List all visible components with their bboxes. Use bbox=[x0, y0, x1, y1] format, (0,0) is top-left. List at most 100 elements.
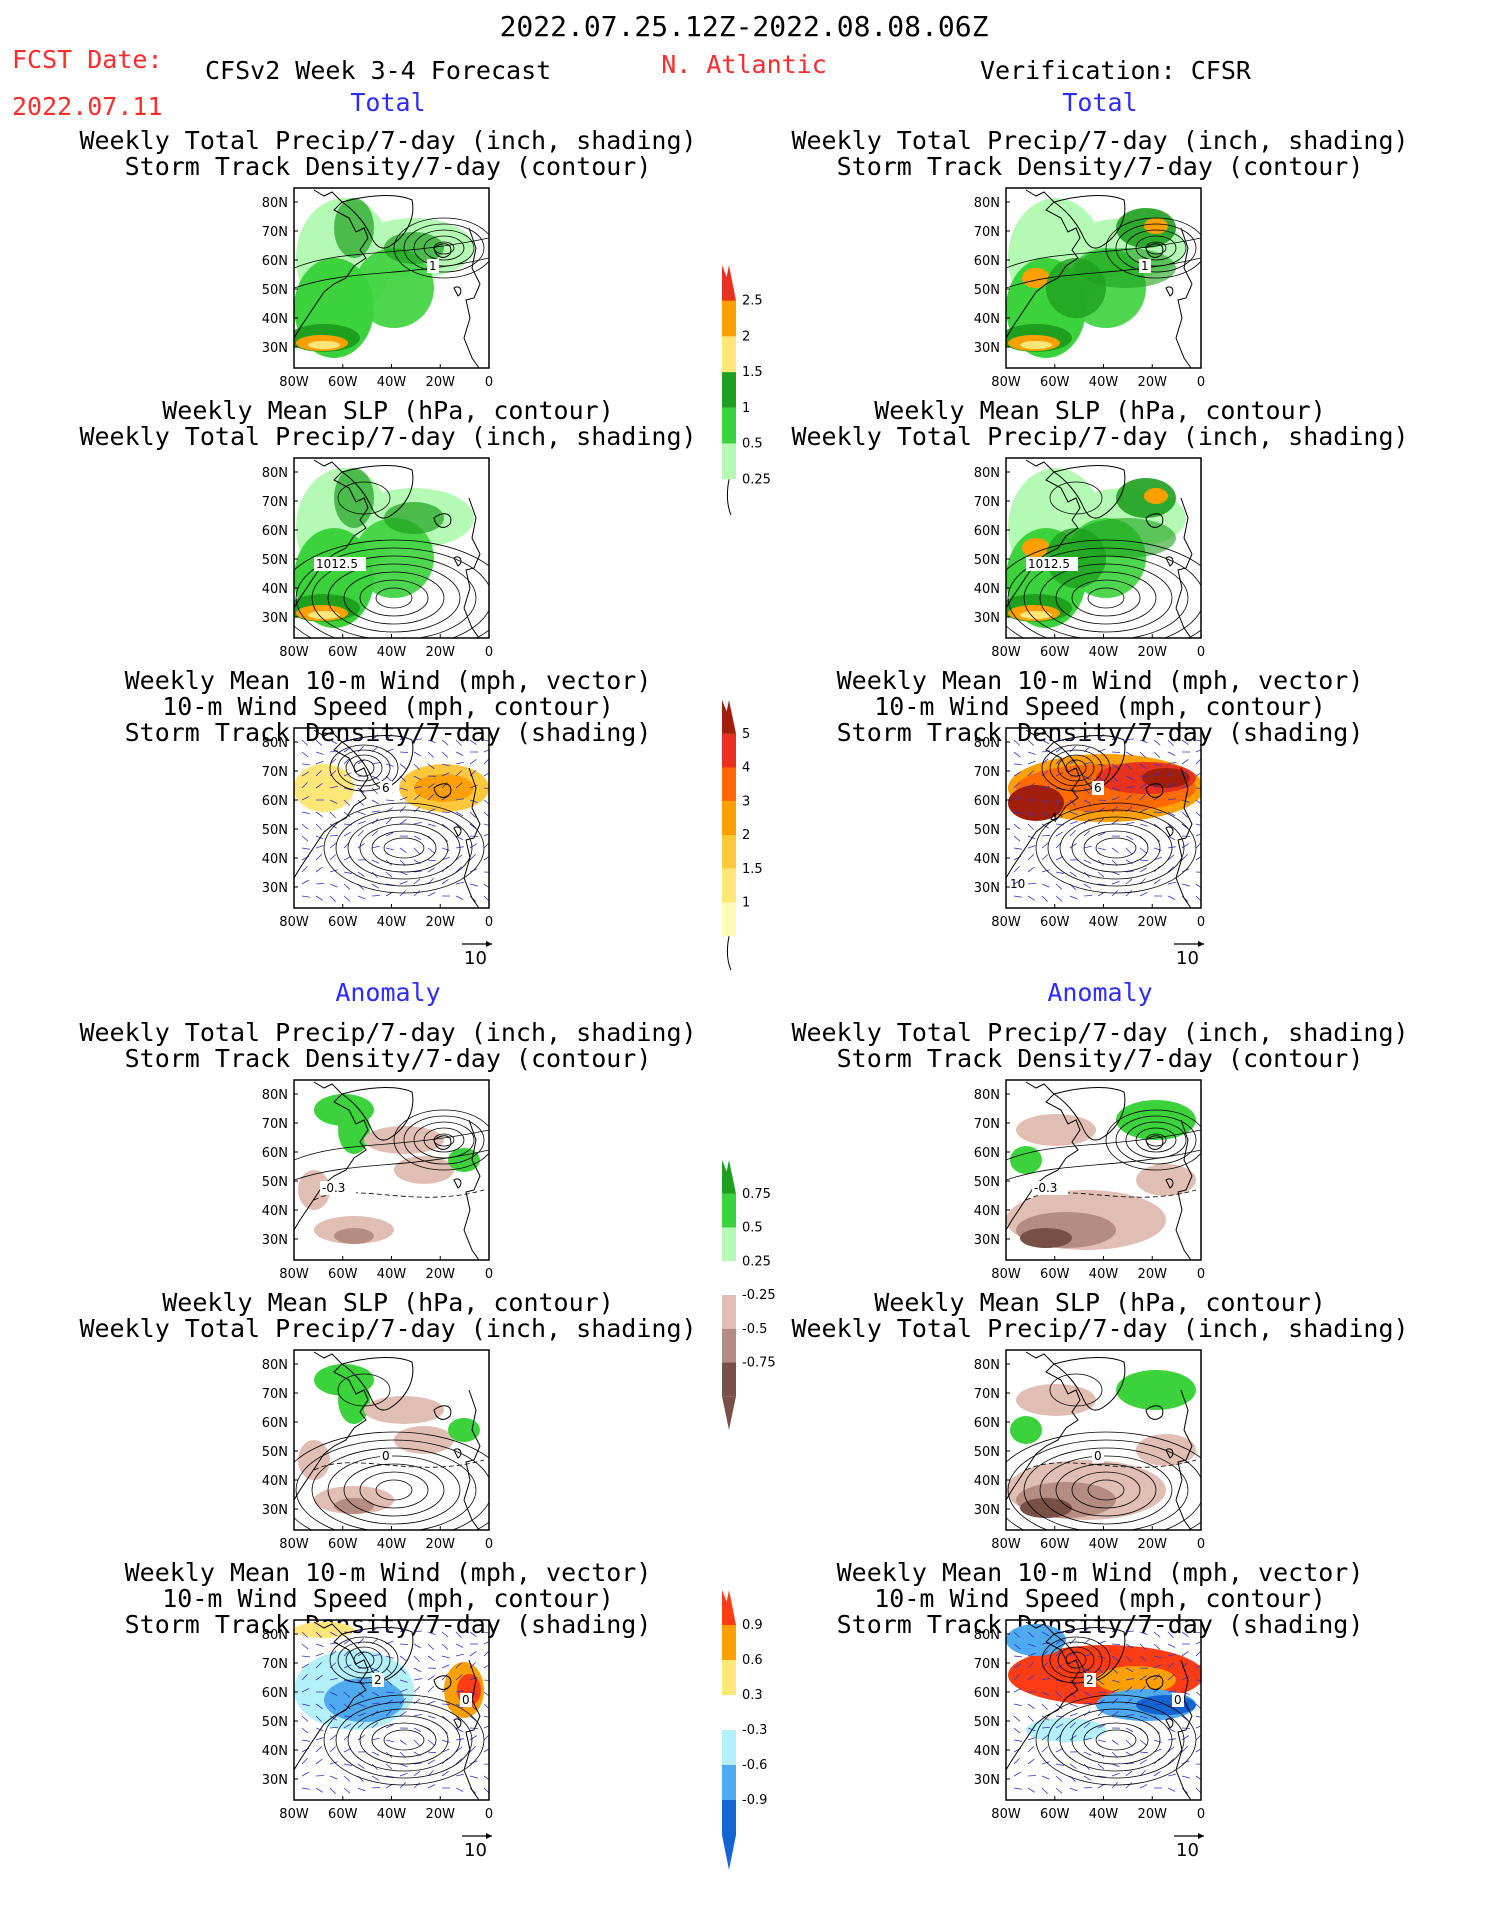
lon-label: 40W bbox=[1089, 1267, 1119, 1282]
colorbar-label: 1 bbox=[742, 896, 750, 911]
lat-label: 60N bbox=[262, 1146, 288, 1161]
contour-label: 1 bbox=[429, 259, 437, 273]
lat-label: 60N bbox=[262, 1686, 288, 1701]
lon-label: 40W bbox=[377, 1807, 407, 1822]
lon-label: 80W bbox=[279, 1807, 309, 1822]
colorbar-swatch bbox=[722, 407, 736, 444]
colorbar-swatch bbox=[722, 1730, 736, 1765]
lon-label: 80W bbox=[279, 1267, 309, 1282]
lon-label: 0 bbox=[485, 1267, 493, 1282]
lon-label: 80W bbox=[279, 645, 309, 660]
lat-label: 40N bbox=[974, 582, 1000, 597]
lon-label: 20W bbox=[1138, 645, 1168, 660]
colorbar-label: -0.25 bbox=[742, 1288, 776, 1303]
lat-label: 80N bbox=[262, 736, 288, 751]
lon-label: 0 bbox=[485, 645, 493, 660]
contour-label: 1 bbox=[1141, 259, 1149, 273]
lat-label: 30N bbox=[974, 881, 1000, 896]
date-range-title: 2022.07.25.12Z-2022.08.08.06Z bbox=[499, 10, 989, 43]
lon-label: 60W bbox=[328, 645, 358, 660]
lon-label: 80W bbox=[279, 915, 309, 930]
contour-label: 0 bbox=[462, 1693, 470, 1707]
lon-label: 80W bbox=[991, 915, 1021, 930]
contour-label: -0.3 bbox=[1034, 1181, 1057, 1195]
lat-label: 70N bbox=[974, 1117, 1000, 1132]
lon-label: 0 bbox=[485, 915, 493, 930]
lon-label: 60W bbox=[328, 375, 358, 390]
lon-label: 40W bbox=[1089, 375, 1119, 390]
lat-label: 80N bbox=[262, 196, 288, 211]
lon-label: 60W bbox=[328, 915, 358, 930]
map-panel: 80N 70N 60N 50N 40N 30N 80W 60W 40W 20W 0 1012.5 bbox=[262, 457, 493, 660]
contour-label: 6 bbox=[1094, 781, 1102, 795]
lon-label: 0 bbox=[1197, 375, 1205, 390]
colorbar-swatch bbox=[722, 1328, 736, 1363]
contour-label: 1012.5 bbox=[316, 557, 358, 571]
contour-label: 10 bbox=[1010, 877, 1025, 891]
contour-label: 1012.5 bbox=[1028, 557, 1070, 571]
lon-label: 20W bbox=[426, 645, 456, 660]
panel-title: Weekly Mean SLP (hPa, contour) Weekly Tot… bbox=[791, 396, 1409, 451]
colorbar-label: 5 bbox=[742, 727, 750, 742]
colorbar-storm_total: 5 4 3 2 1.5 1 bbox=[722, 700, 763, 971]
fcst-date-value: 2022.07.11 bbox=[12, 92, 163, 121]
vector-scale-label: 10 bbox=[464, 1840, 487, 1861]
lon-label: 20W bbox=[426, 375, 456, 390]
colorbar-swatch bbox=[722, 868, 736, 903]
map-panel: 80N 70N 60N 50N 40N 30N 80W 60W 40W 20W 0 1 bbox=[974, 187, 1205, 390]
lon-label: 60W bbox=[328, 1267, 358, 1282]
colorbar-swatch bbox=[722, 443, 736, 480]
colorbar-label: -0.5 bbox=[742, 1322, 767, 1337]
lon-label: 0 bbox=[1197, 1267, 1205, 1282]
lon-label: 40W bbox=[377, 915, 407, 930]
colorbar-swatch bbox=[722, 1800, 736, 1835]
lon-label: 60W bbox=[1040, 645, 1070, 660]
panel-title: Weekly Mean 10-m Wind (mph, vector) 10-m … bbox=[836, 666, 1364, 747]
lat-label: 30N bbox=[262, 611, 288, 626]
lon-label: 20W bbox=[426, 1807, 456, 1822]
colorbar-swatch bbox=[722, 1362, 736, 1397]
lat-label: 60N bbox=[262, 794, 288, 809]
lat-label: 60N bbox=[262, 524, 288, 539]
lat-label: 60N bbox=[974, 1146, 1000, 1161]
lat-label: 30N bbox=[974, 341, 1000, 356]
contour-label: -0.3 bbox=[322, 1181, 345, 1195]
lon-label: 40W bbox=[1089, 1807, 1119, 1822]
colorbar-label: 0.6 bbox=[742, 1653, 763, 1668]
lon-label: 0 bbox=[1197, 1807, 1205, 1822]
lat-label: 70N bbox=[262, 1387, 288, 1402]
lat-label: 40N bbox=[262, 1204, 288, 1219]
lat-label: 80N bbox=[974, 1358, 1000, 1373]
colorbar-swatch bbox=[722, 336, 736, 373]
colorbar-label: 3 bbox=[742, 794, 750, 809]
lon-label: 20W bbox=[426, 1267, 456, 1282]
lat-label: 60N bbox=[974, 1686, 1000, 1701]
contour-label: 4 bbox=[1050, 811, 1058, 825]
lat-label: 50N bbox=[974, 823, 1000, 838]
lat-label: 30N bbox=[974, 611, 1000, 626]
lat-label: 70N bbox=[974, 225, 1000, 240]
section-anomaly-left: Anomaly bbox=[335, 978, 441, 1007]
colorbar-swatch bbox=[722, 1193, 736, 1228]
lat-label: 40N bbox=[262, 312, 288, 327]
lat-label: 70N bbox=[974, 1387, 1000, 1402]
lat-label: 30N bbox=[262, 1773, 288, 1788]
colorbar-label: 0.75 bbox=[742, 1187, 771, 1202]
panel-title: Weekly Total Precip/7-day (inch, shading… bbox=[791, 1018, 1409, 1073]
colorbar-swatch bbox=[722, 1625, 736, 1660]
lat-label: 40N bbox=[262, 582, 288, 597]
lat-label: 50N bbox=[974, 553, 1000, 568]
lat-label: 80N bbox=[262, 1628, 288, 1643]
panel-title: Weekly Mean SLP (hPa, contour) Weekly Tot… bbox=[791, 1288, 1409, 1343]
map-panel: 80N 70N 60N 50N 40N 30N 80W 60W 40W 20W 0 -0.3 bbox=[974, 1079, 1205, 1282]
lat-label: 30N bbox=[262, 881, 288, 896]
lon-label: 20W bbox=[1138, 1267, 1168, 1282]
lat-label: 30N bbox=[974, 1233, 1000, 1248]
contour-label: 2 bbox=[374, 1673, 382, 1687]
lat-label: 80N bbox=[974, 736, 1000, 751]
lon-label: 0 bbox=[1197, 645, 1205, 660]
lat-label: 50N bbox=[262, 1175, 288, 1190]
lat-label: 30N bbox=[974, 1773, 1000, 1788]
lat-label: 40N bbox=[974, 1474, 1000, 1489]
lat-label: 70N bbox=[974, 495, 1000, 510]
